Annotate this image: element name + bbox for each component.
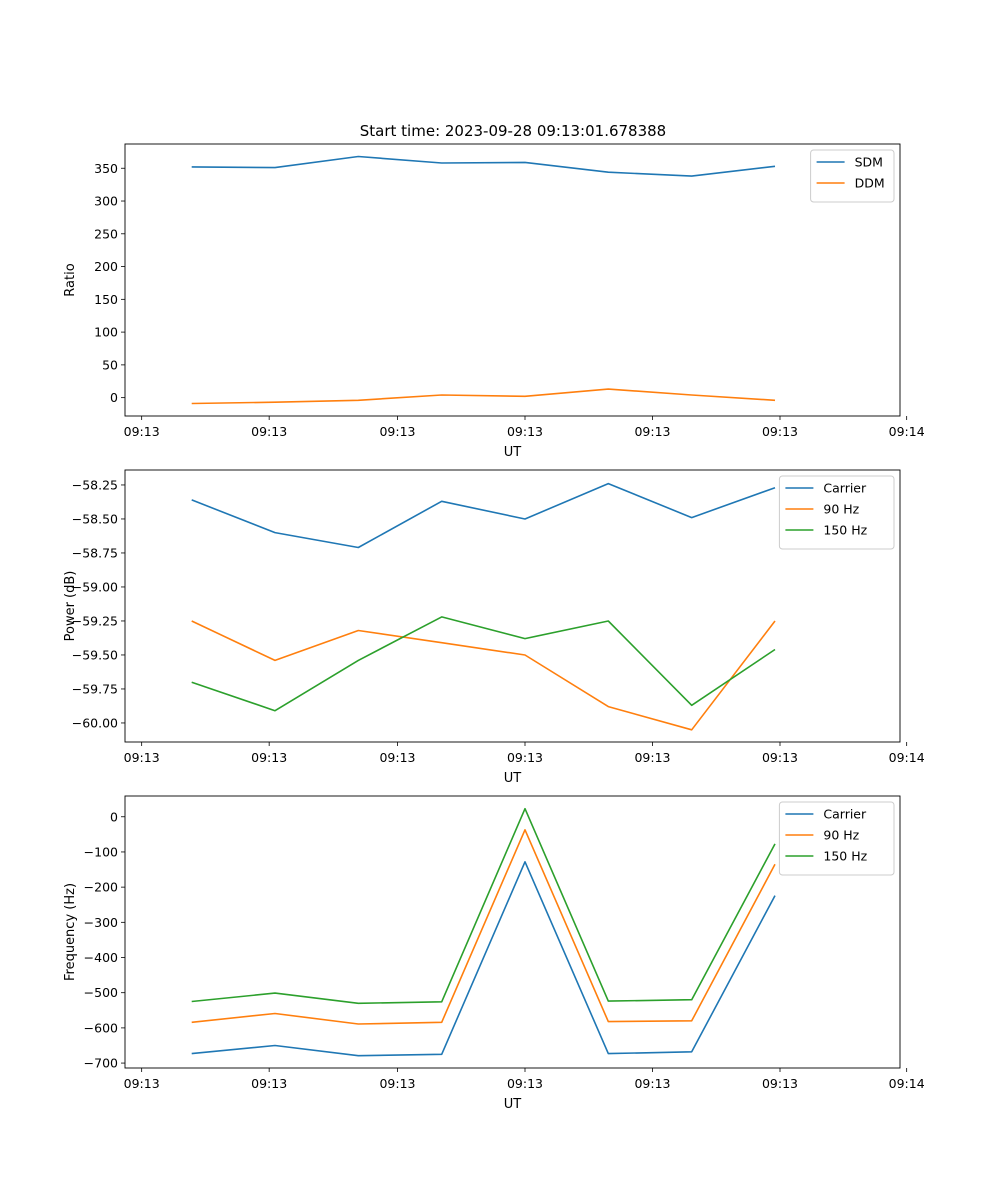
y-tick-label: −58.25	[72, 477, 118, 492]
plot-frame	[124, 795, 901, 1069]
y-tick-label: −100	[84, 844, 118, 859]
x-axis-label: UT	[504, 1097, 522, 1112]
series-line-carrier	[191, 482, 776, 549]
series-line-90-hz	[191, 828, 776, 1025]
legend-label: 90 Hz	[823, 502, 859, 517]
series-line-ddm	[191, 388, 776, 405]
x-tick-label: 09:14	[889, 750, 925, 765]
series-line-150-hz	[191, 616, 776, 712]
y-tick-label: −700	[84, 1056, 118, 1071]
y-tick-label: −200	[84, 880, 118, 895]
x-tick-label: 09:13	[124, 750, 160, 765]
x-tick-label: 09:13	[507, 750, 543, 765]
y-tick-label: −59.00	[72, 579, 118, 594]
series-line-90-hz	[191, 620, 776, 731]
x-tick-label: 09:13	[251, 750, 287, 765]
series-line-carrier	[191, 860, 776, 1057]
x-tick-label: 09:13	[762, 424, 798, 439]
y-tick-label: 350	[94, 161, 118, 176]
y-axis-label: Power (dB)	[63, 571, 78, 642]
subplot-3: −700 −600 −500 −400 −300 −200 −100 0 09:13 09:13 0…	[63, 795, 925, 1112]
x-tick-label: 09:13	[124, 1076, 160, 1091]
y-tick-label: 200	[94, 259, 118, 274]
y-tick-label: −58.50	[72, 511, 118, 526]
y-axis-label: Frequency (Hz)	[63, 883, 78, 981]
y-tick-label: 0	[110, 809, 118, 824]
subplot-2: −60.00 −59.75 −59.50 −59.25 −59.00 −58.75 −58.…	[63, 469, 925, 786]
x-tick-label: 09:14	[889, 424, 925, 439]
x-tick-label: 09:13	[762, 1076, 798, 1091]
y-tick-label: −300	[84, 915, 118, 930]
legend: Carrier 90 Hz 150 Hz	[778, 801, 895, 876]
series-line-150-hz	[191, 807, 776, 1005]
y-tick-label: 100	[94, 325, 118, 340]
legend-label: Carrier	[823, 481, 867, 496]
legend-box	[810, 149, 895, 203]
plot-frame	[124, 143, 901, 417]
x-tick-label: 09:13	[507, 424, 543, 439]
subplot-1: 0 50 100 150 200 250 300 350 09:13 09:13 09:13 09:1…	[63, 143, 925, 460]
x-tick-label: 09:13	[379, 750, 415, 765]
x-tick-label: 09:13	[634, 750, 670, 765]
legend-label: 150 Hz	[823, 849, 867, 864]
x-tick-label: 09:13	[507, 1076, 543, 1091]
y-tick-label: 0	[110, 390, 118, 405]
x-tick-label: 09:13	[124, 424, 160, 439]
x-tick-label: 09:13	[251, 1076, 287, 1091]
x-tick-label: 09:13	[634, 1076, 670, 1091]
legend-label: 90 Hz	[823, 828, 859, 843]
x-tick-label: 09:13	[251, 424, 287, 439]
y-tick-label: −58.75	[72, 545, 118, 560]
y-tick-label: −60.00	[72, 715, 118, 730]
legend: Carrier 90 Hz 150 Hz	[778, 475, 895, 550]
y-tick-label: −59.25	[72, 613, 118, 628]
y-tick-label: −59.50	[72, 647, 118, 662]
legend-label: 150 Hz	[823, 523, 867, 538]
x-axis-label: UT	[504, 771, 522, 786]
x-tick-label: 09:13	[379, 1076, 415, 1091]
legend: SDM DDM	[810, 149, 895, 203]
y-tick-label: 150	[94, 292, 118, 307]
legend-label: DDM	[855, 176, 885, 191]
x-tick-label: 09:13	[762, 750, 798, 765]
y-tick-label: −400	[84, 950, 118, 965]
x-tick-label: 09:13	[379, 424, 415, 439]
x-axis-label: UT	[504, 445, 522, 460]
plot-frame	[124, 469, 901, 743]
legend-label: SDM	[855, 155, 883, 170]
y-tick-label: 300	[94, 194, 118, 209]
y-tick-label: −600	[84, 1020, 118, 1035]
x-tick-label: 09:14	[889, 1076, 925, 1091]
y-tick-label: 250	[94, 226, 118, 241]
legend-label: Carrier	[823, 807, 867, 822]
x-tick-label: 09:13	[634, 424, 670, 439]
figure-title: Start time: 2023-09-28 09:13:01.678388	[360, 122, 666, 140]
y-tick-label: −500	[84, 985, 118, 1000]
series-line-sdm	[191, 155, 776, 177]
y-tick-label: −59.75	[72, 681, 118, 696]
y-axis-label: Ratio	[63, 263, 78, 296]
y-tick-label: 50	[102, 357, 118, 372]
